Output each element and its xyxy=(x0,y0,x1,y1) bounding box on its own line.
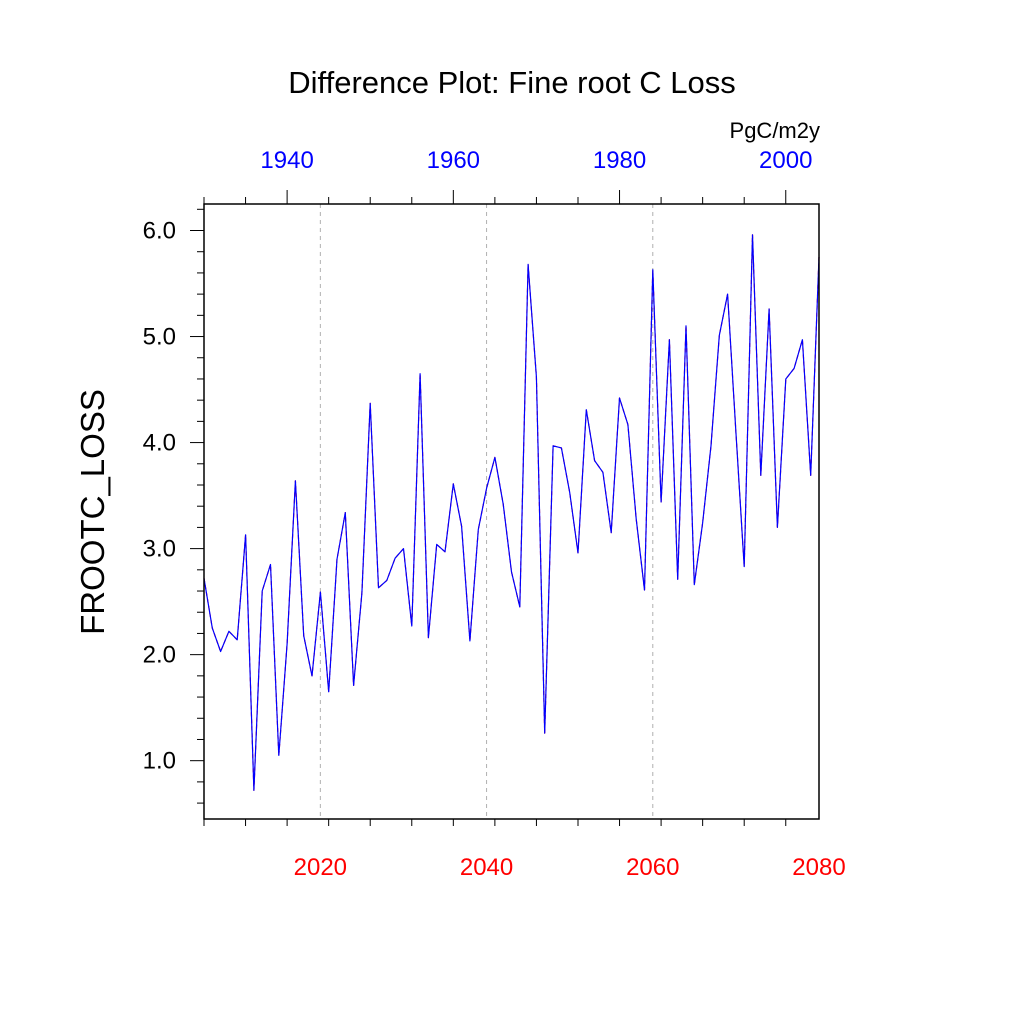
units-label: PgC/m2y xyxy=(730,118,820,143)
x-tick-label-bottom: 2020 xyxy=(294,854,347,881)
y-tick-label: 2.0 xyxy=(143,642,176,669)
series-line-2 xyxy=(203,234,820,792)
y-tick-label: 3.0 xyxy=(143,536,176,563)
x-tick-label-bottom: 2040 xyxy=(460,854,513,881)
y-tick-label: 6.0 xyxy=(143,218,176,245)
series-lines xyxy=(203,234,820,792)
y-tick-label: 4.0 xyxy=(143,430,176,457)
x-tick-label-top: 2000 xyxy=(759,147,812,174)
y-tick-label: 5.0 xyxy=(143,324,176,351)
gridlines xyxy=(319,204,820,819)
series-line-1 xyxy=(203,234,820,792)
x-tick-label-top: 1980 xyxy=(593,147,646,174)
x-tick-label-bottom: 2060 xyxy=(626,854,679,881)
chart-title: Difference Plot: Fine root C Loss xyxy=(288,65,735,100)
x-tick-label-top: 1940 xyxy=(260,147,313,174)
y-tick-label: 1.0 xyxy=(143,748,176,775)
tick-labels: 2020 2040 2060 2080 1940 1960 1980 2000 1.0 2.0 3.… xyxy=(143,147,846,881)
x-tick-label-top: 1960 xyxy=(427,147,480,174)
x-tick-label-bottom: 2080 xyxy=(792,854,845,881)
plot-frame xyxy=(203,203,820,820)
y-axis-label: FROOTC_LOSS xyxy=(74,389,111,635)
axis-ticks xyxy=(190,190,787,826)
